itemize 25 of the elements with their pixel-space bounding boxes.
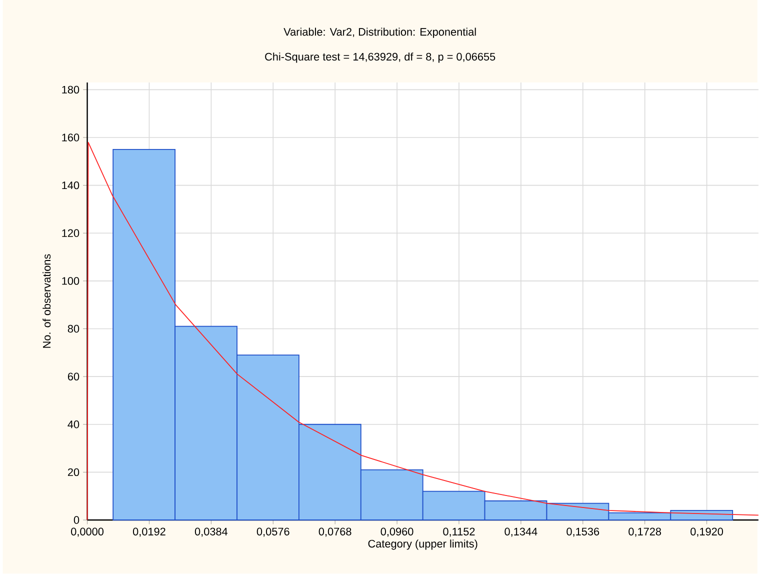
chart-title: Variable: Var2, Distribution: Exponential	[284, 28, 476, 38]
x-tick-label: 0,1344	[504, 528, 538, 537]
x-tick-label: 0,1152	[443, 528, 475, 537]
x-tick-label: 0,0000	[71, 528, 104, 537]
x-tick-label: 0,0192	[132, 528, 166, 537]
y-tick-label: 140	[62, 182, 80, 190]
chart-subtitle: Chi-Square test = 14,63929, df = 8, p = 0,06655	[265, 52, 496, 63]
y-tick-label: 180	[62, 86, 80, 94]
y-tick-label: 20	[68, 468, 80, 476]
y-axis-title: No. of observations	[42, 254, 51, 348]
y-tick-label: 60	[68, 372, 80, 381]
y-tick-label: 40	[68, 420, 80, 428]
y-tick-label: 120	[62, 229, 80, 238]
x-tick-label: 0,1536	[566, 528, 600, 537]
x-tick-label: 0,1728	[628, 528, 662, 537]
y-tick-label: 80	[68, 325, 80, 333]
y-tick-label: 100	[62, 277, 80, 285]
y-tick-label: 160	[62, 134, 80, 142]
x-tick-label: 0,0768	[318, 528, 352, 537]
y-tick-label: 0	[74, 516, 80, 524]
x-tick-label: 0,0960	[380, 528, 414, 537]
x-tick-label: 0,1920	[690, 528, 724, 537]
x-axis-title: Category (upper limits)	[368, 540, 478, 550]
x-tick-label: 0,0576	[256, 528, 290, 537]
x-tick-label: 0,0384	[194, 528, 228, 537]
